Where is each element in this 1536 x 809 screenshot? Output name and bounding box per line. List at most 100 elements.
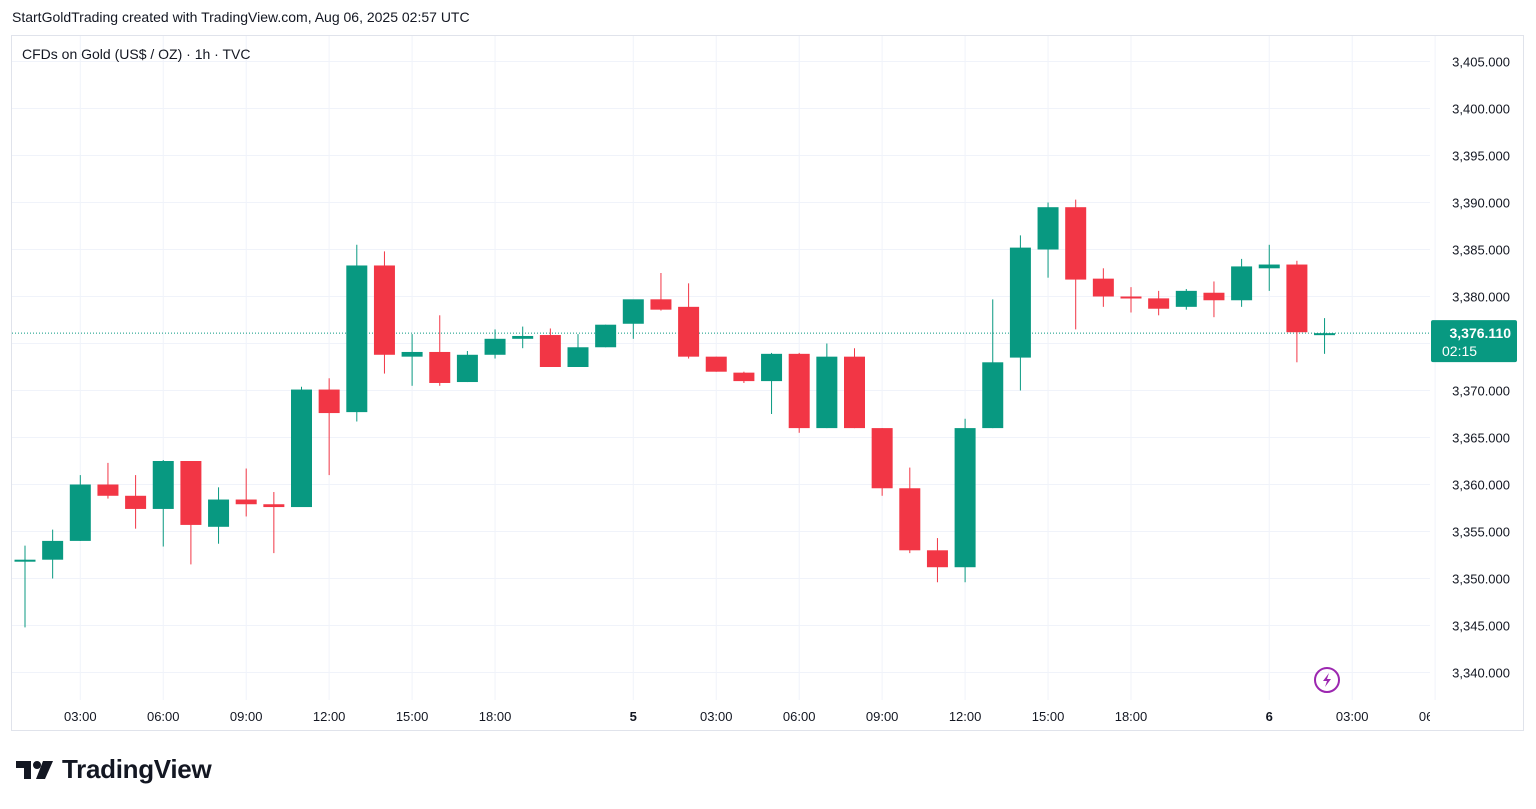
candle[interactable]: [1203, 281, 1225, 318]
candle-body: [1231, 266, 1253, 301]
candle-body: [69, 484, 91, 541]
candle-body: [1037, 207, 1059, 250]
candle[interactable]: [235, 468, 257, 517]
candle[interactable]: [125, 475, 147, 529]
candle-body: [14, 559, 36, 562]
candle-body: [982, 362, 1004, 429]
price-tick-label: 3,385.000: [1452, 243, 1510, 258]
candle-countdown: 02:15: [1442, 343, 1477, 359]
price-tick-label: 3,380.000: [1452, 290, 1510, 305]
candle-body: [954, 428, 976, 568]
candle-body: [1009, 247, 1031, 358]
candle-body: [678, 306, 700, 357]
candle[interactable]: [456, 351, 478, 383]
candle[interactable]: [1037, 202, 1059, 278]
candle[interactable]: [733, 371, 755, 383]
chart-frame: [11, 35, 1524, 731]
candle[interactable]: [97, 462, 119, 499]
chart-attribution: StartGoldTrading created with TradingVie…: [12, 9, 470, 25]
candle-body: [899, 488, 921, 551]
time-tick-label: 06:00: [1419, 709, 1452, 724]
candle[interactable]: [1231, 258, 1253, 307]
candle-body: [595, 324, 617, 348]
candle[interactable]: [180, 461, 202, 565]
price-tick-label: 3,390.000: [1452, 196, 1510, 211]
candle-body: [346, 265, 368, 413]
candle-body: [1258, 264, 1280, 269]
candle-body: [456, 354, 478, 383]
candle-body: [512, 335, 534, 339]
candle-body: [926, 550, 948, 568]
time-tick-label: 03:00: [64, 709, 97, 724]
time-tick-label: 15:00: [396, 709, 429, 724]
candle-body: [705, 356, 727, 372]
candle-body: [844, 356, 865, 429]
candle-body: [1203, 292, 1225, 301]
candle-body: [788, 353, 810, 429]
candle[interactable]: [982, 299, 1004, 429]
candle[interactable]: [1009, 235, 1031, 391]
price-tick-label: 3,350.000: [1452, 572, 1510, 587]
candle[interactable]: [1120, 287, 1142, 313]
candle[interactable]: [263, 492, 285, 554]
time-tick-label: 03:00: [700, 709, 733, 724]
candle-body: [429, 351, 451, 383]
candlestick-chart[interactable]: 3,405.000 3,400.000 3,395.000 3,390.000 3,38…: [0, 0, 1536, 740]
price-tick-label: 3,395.000: [1452, 149, 1510, 164]
candle[interactable]: [1148, 290, 1170, 316]
candle[interactable]: [871, 428, 893, 496]
candle-body: [733, 372, 755, 382]
candle[interactable]: [539, 328, 561, 367]
candle[interactable]: [678, 283, 700, 359]
candle[interactable]: [761, 352, 783, 414]
time-axis[interactable]: 03:00 06:00 09:00 12:00 15:00 18:00 5 03:00 06:0…: [64, 709, 1451, 724]
time-tick-label: 6: [1266, 709, 1273, 724]
price-tick-label: 3,405.000: [1452, 55, 1510, 70]
price-tick-label: 3,365.000: [1452, 431, 1510, 446]
time-tick-label: 03:00: [1336, 709, 1369, 724]
time-tick-label: 06:00: [147, 709, 180, 724]
candle[interactable]: [14, 545, 36, 628]
candles: [14, 199, 1336, 628]
candle[interactable]: [816, 343, 838, 429]
candle-body: [816, 356, 838, 429]
candle[interactable]: [429, 315, 451, 386]
candle[interactable]: [788, 352, 810, 433]
candle[interactable]: [346, 244, 368, 422]
candle[interactable]: [512, 326, 534, 349]
candle[interactable]: [1175, 288, 1197, 310]
candle[interactable]: [484, 329, 506, 359]
flash-icon[interactable]: [1314, 667, 1340, 693]
candle[interactable]: [291, 386, 312, 508]
candle[interactable]: [899, 467, 921, 554]
candle-body: [373, 265, 395, 355]
price-axis[interactable]: 3,405.000 3,400.000 3,395.000 3,390.000 3,38…: [1452, 55, 1510, 681]
candle-body: [235, 499, 257, 505]
time-tick-label: 06:00: [783, 709, 816, 724]
candle[interactable]: [622, 299, 644, 339]
candle[interactable]: [401, 334, 423, 386]
candle[interactable]: [567, 334, 589, 367]
candle[interactable]: [705, 356, 727, 372]
tradingview-logo[interactable]: TradingView: [16, 754, 212, 785]
candle[interactable]: [1314, 318, 1336, 354]
candle[interactable]: [318, 378, 340, 476]
candle[interactable]: [844, 348, 865, 429]
candle[interactable]: [69, 475, 91, 541]
candle[interactable]: [1258, 244, 1280, 291]
price-tick-label: 3,340.000: [1452, 666, 1510, 681]
candle[interactable]: [926, 538, 948, 583]
candle[interactable]: [595, 324, 617, 348]
candle[interactable]: [1092, 268, 1114, 307]
candle[interactable]: [1065, 199, 1087, 330]
candle[interactable]: [954, 418, 976, 583]
candle[interactable]: [650, 273, 672, 311]
brand-name: TradingView: [62, 754, 212, 784]
candle[interactable]: [42, 529, 64, 579]
candle[interactable]: [208, 487, 230, 544]
candle[interactable]: [152, 460, 174, 547]
last-price-tag: 3,376.110 02:15: [1431, 320, 1517, 363]
candle[interactable]: [373, 251, 395, 374]
candle-body: [97, 484, 119, 496]
candle[interactable]: [1286, 260, 1308, 363]
